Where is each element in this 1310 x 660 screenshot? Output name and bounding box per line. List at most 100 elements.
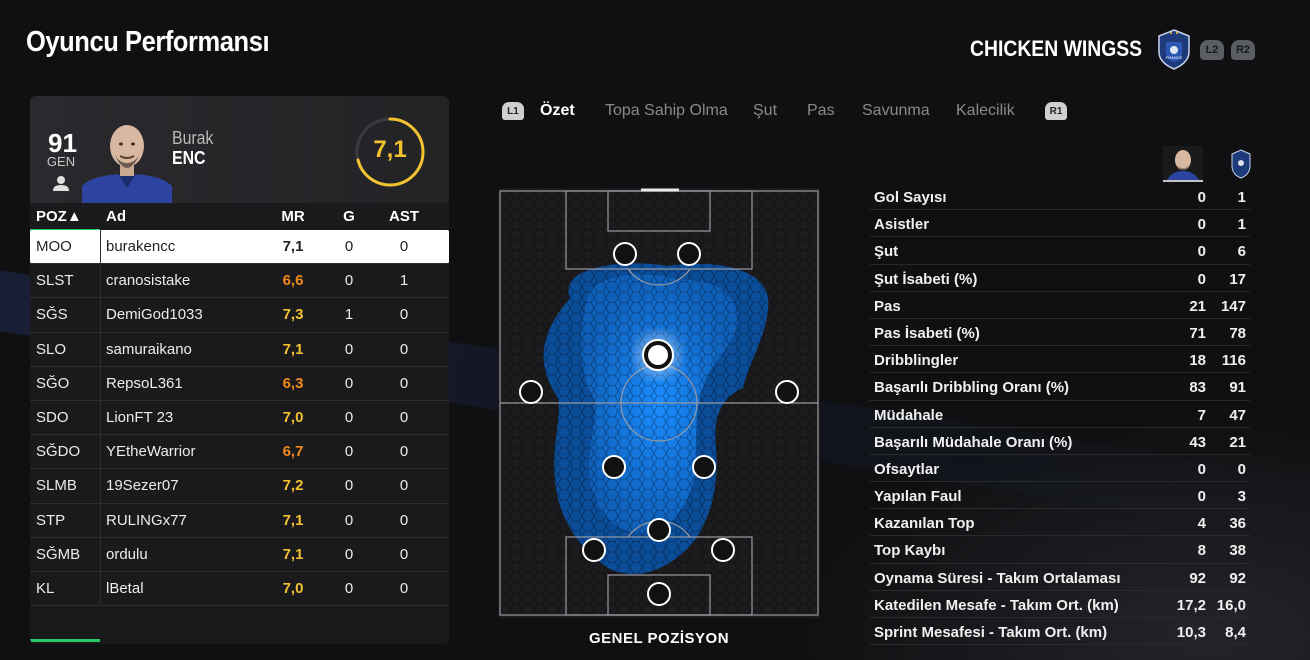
row-goals: 0 [344,272,354,290]
stat-player-value: 43 [1189,433,1206,451]
stat-player-value: 0 [1197,189,1206,206]
table-row[interactable]: SLST cranosistake 6,6 0 1 [30,264,449,299]
team-name: CHICKEN WINGSS [970,36,1143,61]
player-list: MOO burakencc 7,1 0 0 SLST cranosistake 6,6 0 1 SĞ… [30,230,449,607]
row-assists: 0 [399,340,409,358]
stat-player-value: 0 [1197,243,1206,261]
row-position: MOO [36,230,101,265]
row-rating: 6,3 [282,374,304,392]
header-goals[interactable]: G [343,207,355,225]
row-assists: 0 [399,374,409,392]
table-row[interactable]: MOO burakencc 7,1 0 0 [30,230,449,265]
tab-savunma[interactable]: Savunma [862,102,930,119]
row-assists: 0 [399,511,409,529]
stat-team-value: 1 [1237,216,1246,234]
table-row[interactable]: SĞS DemiGod1033 7,3 1 0 [30,298,449,333]
table-row[interactable]: SĞO RepsoL361 6,3 0 0 [30,366,449,401]
stat-row: Gol Sayısı 0 1 [870,183,1250,211]
row-player-name: RepsoL361 [106,374,183,392]
player-panel: 91 GEN Burak ENC 7,1 POZ▲ Ad MR G AST [30,96,449,644]
page-title: Oyuncu Performansı [26,26,270,58]
row-player-name: 19Sezer07 [106,477,179,495]
table-row[interactable]: SĞMB ordulu 7,1 0 0 [30,537,449,572]
stat-label: Top Kaybı [874,542,946,560]
header-position[interactable]: POZ▲ [36,207,82,225]
l2-button[interactable]: L2 [1200,40,1224,60]
header-assists[interactable]: AST [389,207,419,225]
stat-team-value: 21 [1229,433,1246,451]
row-position: KL [36,571,103,607]
row-goals: 0 [344,579,354,597]
row-goals: 1 [344,306,354,324]
stat-row: Top Kaybı 8 38 [870,536,1250,564]
row-rating: 7,1 [282,545,304,563]
row-rating: 6,7 [282,443,304,461]
row-rating: 7,0 [282,409,304,427]
row-rating: 7,1 [282,340,304,358]
tab-sut[interactable]: Şut [753,102,778,119]
stat-label: Pas [874,297,901,315]
r1-button[interactable]: R1 [1045,102,1067,120]
row-assists: 1 [399,272,409,290]
row-rating: 7,1 [282,238,304,256]
panel-accent-line [30,639,100,642]
player-avatar-icon [1163,146,1203,182]
row-goals: 0 [344,340,354,358]
header-name[interactable]: Ad [106,207,126,225]
stat-row: Başarılı Dribbling Oranı (%) 83 91 [870,373,1250,401]
row-goals: 0 [344,443,354,461]
r2-button[interactable]: R2 [1231,40,1255,60]
player-portrait [82,125,172,203]
row-goals: 0 [344,477,354,495]
svg-text:FRANCE: FRANCE [1166,55,1183,60]
stat-team-value: 78 [1229,324,1246,342]
row-assists: 0 [399,579,409,597]
tab-ozet[interactable]: Özet [540,102,575,119]
tab-topa-sahip-olma[interactable]: Topa Sahip Olma [605,102,728,119]
header-rating[interactable]: MR [281,207,305,225]
table-row[interactable]: SĞDO YEtheWarrior 6,7 0 0 [30,435,449,470]
stat-label: Kazanılan Top [874,515,975,533]
row-position: SĞDO [36,435,102,470]
stat-row: Sprint Mesafesi - Takım Ort. (km) 10,3 8,4 [870,618,1250,646]
stat-row: Dribblingler 18 116 [870,346,1250,374]
table-row[interactable]: STP RULINGx77 7,1 0 0 [30,503,449,538]
stat-player-value: 18 [1189,352,1206,370]
row-goals: 0 [344,545,354,563]
table-row[interactable]: SDO LionFT 23 7,0 0 0 [30,400,449,436]
stat-player-value: 0 [1197,216,1206,234]
row-player-name: RULINGx77 [106,511,187,529]
stats-table: Gol Sayısı 0 1 Asistler 0 1 Şut 0 6 Şut İsabeti (… [870,183,1250,646]
player-overall: 91 [48,128,77,158]
stat-row: Kazanılan Top 4 36 [870,509,1250,537]
table-row[interactable]: SLO samuraikano 7,1 0 0 [30,332,449,367]
stat-team-value: 0 [1237,460,1246,478]
tab-pas[interactable]: Pas [807,102,835,119]
stat-label: Yapılan Faul [874,488,962,506]
row-assists: 0 [399,477,409,495]
selected-player-marker [636,333,680,377]
stat-row: Şut 0 6 [870,237,1250,265]
stat-label: Katedilen Mesafe - Takım Ort. (km) [874,596,1119,614]
stat-team-value: 3 [1237,488,1246,506]
table-header: POZ▲ Ad MR G AST [30,203,449,231]
pitch-heatmap [498,188,820,618]
tab-kalecilik[interactable]: Kalecilik [956,102,1015,119]
row-player-name: ordulu [106,545,148,563]
stat-team-value: 147 [1220,297,1246,315]
row-player-name: cranosistake [106,272,191,290]
table-row[interactable]: SLMB 19Sezer07 7,2 0 0 [30,469,449,504]
row-position: SLO [36,332,102,367]
stat-row: Katedilen Mesafe - Takım Ort. (km) 17,2 16… [870,591,1250,618]
row-goals: 0 [344,374,354,392]
stat-player-value: 17,2 [1176,596,1206,614]
stat-row: Yapılan Faul 0 3 [870,482,1250,510]
stat-label: Başarılı Müdahale Oranı (%) [874,433,1073,451]
row-player-name: DemiGod1033 [106,306,203,324]
player-match-rating: 7,1 [373,136,407,163]
l1-button[interactable]: L1 [502,102,524,120]
stat-player-value: 0 [1197,460,1206,478]
table-row[interactable]: KL lBetal 7,0 0 0 [30,571,449,607]
stat-team-value: 16,0 [1216,596,1246,614]
player-first-name: Burak [172,128,214,148]
